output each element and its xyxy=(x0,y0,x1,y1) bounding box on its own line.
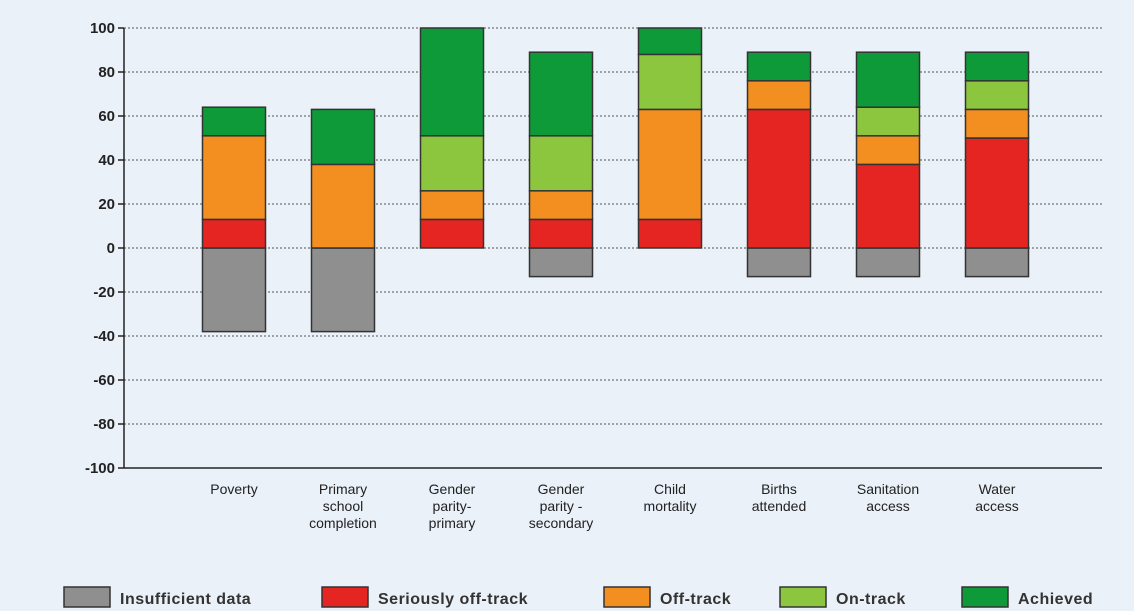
y-tick-label: -60 xyxy=(93,372,115,389)
x-category-label: Births attended xyxy=(752,481,807,514)
bar-segment xyxy=(746,80,812,111)
x-category-label-line: Child xyxy=(654,481,686,497)
x-category-label-line: Poverty xyxy=(210,481,257,497)
y-axis xyxy=(118,27,1102,469)
bar-segment xyxy=(855,135,921,166)
legend-item: Achieved xyxy=(961,586,1093,608)
bar-segment xyxy=(310,163,376,249)
x-category-label-line: Gender xyxy=(538,481,585,497)
legend-item: Off-track xyxy=(603,586,731,608)
bar-segment xyxy=(855,163,921,249)
x-category-label-line: Births xyxy=(761,481,797,497)
bar-segment xyxy=(964,247,1030,278)
x-category-label-line: Primary xyxy=(319,481,367,497)
x-category-label: Sanitation access xyxy=(857,481,919,514)
y-tick-label: 20 xyxy=(98,196,115,213)
x-category-label-line: parity- xyxy=(433,498,472,514)
bar-segment xyxy=(855,247,921,278)
bar-segment xyxy=(746,108,812,249)
bar-segment xyxy=(746,51,812,82)
bar-segment xyxy=(746,247,812,278)
bar-segment xyxy=(419,190,485,221)
x-category-label-line: primary xyxy=(429,515,476,531)
bar-segment xyxy=(637,27,703,56)
y-tick-label: -80 xyxy=(93,416,115,433)
legend-label: Achieved xyxy=(1018,591,1093,608)
bar-segment xyxy=(201,106,267,137)
y-tick-label: -100 xyxy=(85,460,115,477)
bar-segment xyxy=(855,51,921,108)
y-tick-label: 80 xyxy=(98,64,115,81)
bar-segment xyxy=(201,135,267,221)
bar-segment xyxy=(964,137,1030,249)
bar-segment xyxy=(855,106,921,137)
y-tick-label: -40 xyxy=(93,328,115,345)
x-category-label-line: attended xyxy=(752,498,807,514)
x-category-label-line: Sanitation xyxy=(857,481,919,497)
y-tick-label: 60 xyxy=(98,108,115,125)
legend-swatch xyxy=(603,586,651,608)
bar-segment xyxy=(419,218,485,249)
legend-item: Insufficient data xyxy=(63,586,251,608)
bar-segment xyxy=(637,53,703,111)
legend-swatch xyxy=(779,586,827,608)
x-category-label: Child mortality xyxy=(644,481,697,514)
x-category-label-line: Water xyxy=(979,481,1016,497)
bar-segment xyxy=(528,247,594,278)
x-category-label-line: mortality xyxy=(644,498,697,514)
y-tick-label: -20 xyxy=(93,284,115,301)
bar-segment xyxy=(637,108,703,221)
legend-item: Seriously off-track xyxy=(321,586,528,608)
legend-swatch xyxy=(321,586,369,608)
x-category-label-line: access xyxy=(975,498,1019,514)
bar-segment xyxy=(201,218,267,249)
x-category-label-line: parity - xyxy=(540,498,583,514)
bar-segment xyxy=(528,190,594,221)
y-tick-label: 40 xyxy=(98,152,115,169)
bar-segment xyxy=(964,80,1030,111)
legend-label: Insufficient data xyxy=(120,591,251,608)
bar-segment xyxy=(528,135,594,192)
gridlines xyxy=(124,27,1102,425)
x-category-label-line: Gender xyxy=(429,481,476,497)
x-category-label: Poverty xyxy=(210,481,257,497)
x-category-label: Gender parity -secondary xyxy=(529,481,594,531)
legend-label: Seriously off-track xyxy=(378,591,528,608)
x-category-label: Gender parity-primary xyxy=(429,481,476,531)
legend-item: On-track xyxy=(779,586,906,608)
x-category-label: Water access xyxy=(975,481,1019,514)
bar-segment xyxy=(964,108,1030,139)
legend-swatch xyxy=(63,586,111,608)
bar-segment xyxy=(637,218,703,249)
bar-segment xyxy=(964,51,1030,82)
y-tick-label: 0 xyxy=(107,240,115,257)
legend: Insufficient data Seriously off-track Off-… xyxy=(63,586,1093,608)
legend-label: On-track xyxy=(836,591,906,608)
legend-swatch xyxy=(961,586,1009,608)
bar-segment xyxy=(310,108,376,166)
y-tick-labels: 100 80 60 40 20 0 -20 -40 -60 -80 -100 xyxy=(85,20,115,477)
bar-segment xyxy=(310,247,376,333)
bar-segment xyxy=(419,27,485,137)
x-category-label-line: secondary xyxy=(529,515,594,531)
x-category-label: Primary school completion xyxy=(309,481,377,531)
x-category-label-line: school xyxy=(323,498,363,514)
legend-label: Off-track xyxy=(660,591,731,608)
x-category-label-line: completion xyxy=(309,515,377,531)
bar-segment xyxy=(528,51,594,137)
bar-segment xyxy=(201,247,267,333)
y-tick-label: 100 xyxy=(90,20,115,37)
bars xyxy=(201,27,1030,333)
bar-segment xyxy=(419,135,485,192)
x-category-label-line: access xyxy=(866,498,910,514)
bar-segment xyxy=(528,218,594,249)
